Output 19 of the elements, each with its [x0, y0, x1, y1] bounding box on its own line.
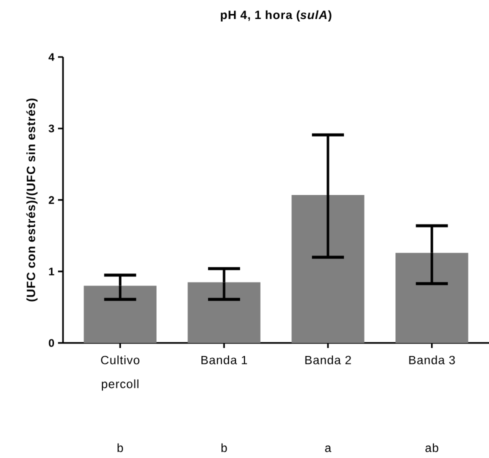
- category-label: Cultivo percoll: [101, 356, 140, 391]
- bar: [188, 282, 260, 343]
- text: a: [325, 446, 332, 452]
- y-tick-label: 2: [48, 196, 54, 204]
- x-tick-label: Banda 3: [409, 356, 455, 364]
- y-tick-label: 0: [48, 339, 54, 347]
- bar: [395, 252, 468, 343]
- x-tick-label: Banda 1: [201, 356, 248, 364]
- text: ab: [425, 443, 438, 452]
- text: b: [221, 443, 227, 452]
- bar: [292, 194, 364, 343]
- y-tick-label: 3: [48, 124, 54, 132]
- text: b: [118, 443, 123, 452]
- y-tick-label: 1: [49, 268, 54, 276]
- y-tick-label: 4: [48, 53, 54, 61]
- bar: [84, 286, 157, 343]
- chart-title: pH 4, 1 hora (sulA): [220, 10, 332, 22]
- x-tick-label: Banda 2: [305, 356, 351, 364]
- y-axis-title: (UFC con estrés)/(UFC sin estrés): [26, 98, 38, 302]
